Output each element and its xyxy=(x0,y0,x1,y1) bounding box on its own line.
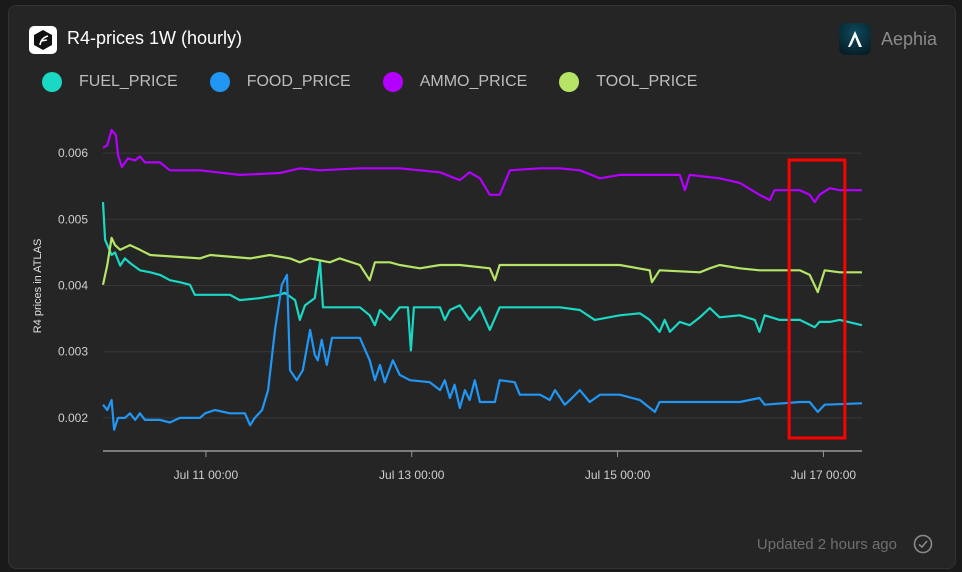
brand: Aephia xyxy=(838,23,937,55)
app-logo-icon xyxy=(29,26,57,54)
legend-label: AMMO_PRICE xyxy=(419,73,528,90)
legend-item-ammo[interactable]: AMMO_PRICE xyxy=(382,72,528,92)
legend-dot xyxy=(42,72,62,92)
legend-dot xyxy=(382,72,403,92)
legend-item-tool[interactable]: TOOL_PRICE xyxy=(559,72,697,92)
legend-dot xyxy=(209,72,230,92)
legend-label: FOOD_PRICE xyxy=(246,73,351,90)
legend: FUEL_PRICE FOOD_PRICE AMMO_PRICE TOOL_PR… xyxy=(42,72,729,92)
legend-item-food[interactable]: FOOD_PRICE xyxy=(209,72,351,92)
legend-item-fuel[interactable]: FUEL_PRICE xyxy=(42,72,178,92)
brand-name: Aephia xyxy=(880,28,937,49)
legend-dot xyxy=(559,72,580,92)
chart-title: R4-prices 1W (hourly) xyxy=(67,28,243,48)
check-circle-icon xyxy=(913,534,933,554)
aephia-logo-icon xyxy=(838,23,871,55)
chart-card: R4-prices 1W (hourly) Aephia FUEL_PRICE … xyxy=(8,5,956,569)
update-status: Updated 2 hours ago xyxy=(756,535,897,553)
legend-label: TOOL_PRICE xyxy=(596,73,698,90)
footer: Updated 2 hours ago xyxy=(757,534,933,554)
legend-label: FUEL_PRICE xyxy=(79,73,178,90)
